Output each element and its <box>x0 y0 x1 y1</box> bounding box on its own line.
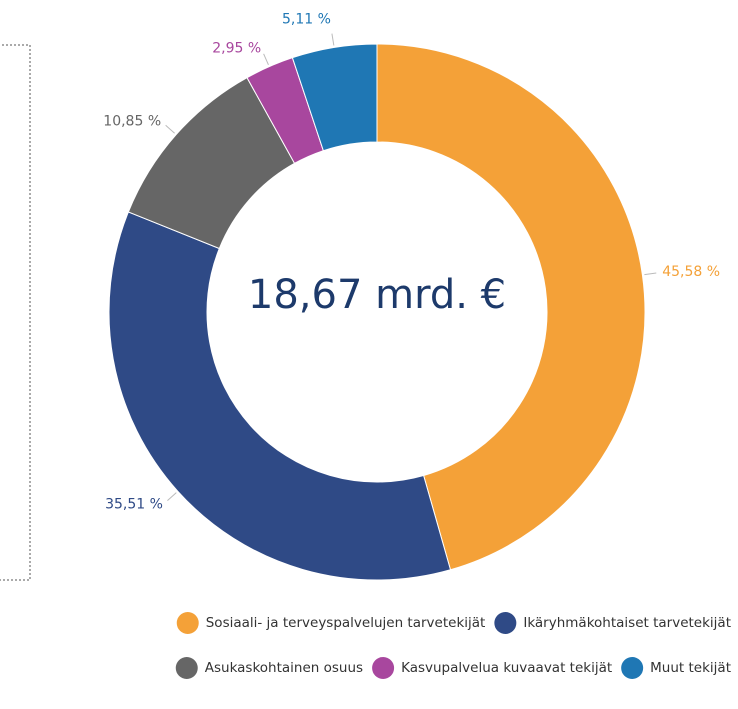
value-label: 35,51 % <box>105 497 163 513</box>
legend-swatch <box>621 657 644 679</box>
legend-label: Sosiaali- ja terveyspalvelujen tarveteki… <box>206 615 486 631</box>
donut-segment <box>376 43 646 571</box>
donut-segment <box>291 43 378 152</box>
legend-swatch <box>494 612 517 634</box>
legend-swatch <box>176 612 199 634</box>
side-panel-border <box>0 44 31 581</box>
legend-label: Muut tekijät <box>650 660 731 676</box>
leader-line <box>167 492 177 502</box>
value-label: 45,58 % <box>662 264 720 280</box>
value-label: 10,85 % <box>103 113 161 129</box>
legend-swatch <box>175 657 198 679</box>
leader-line <box>331 33 335 46</box>
legend-label: Ikäryhmäkohtaiset tarvetekijät <box>523 615 731 631</box>
legend-swatch <box>372 657 395 679</box>
leader-line <box>165 124 175 134</box>
donut-segment <box>108 211 452 581</box>
leader-line <box>644 272 657 276</box>
legend-label: Asukaskohtainen osuus <box>205 660 363 676</box>
value-label: 5,11 % <box>282 12 331 28</box>
value-label: 2,95 % <box>212 40 261 56</box>
center-label: 18,67 mrd. € <box>248 272 506 318</box>
legend-label: Kasvupalvelua kuvaavat tekijät <box>401 660 612 676</box>
leader-line <box>263 53 269 65</box>
